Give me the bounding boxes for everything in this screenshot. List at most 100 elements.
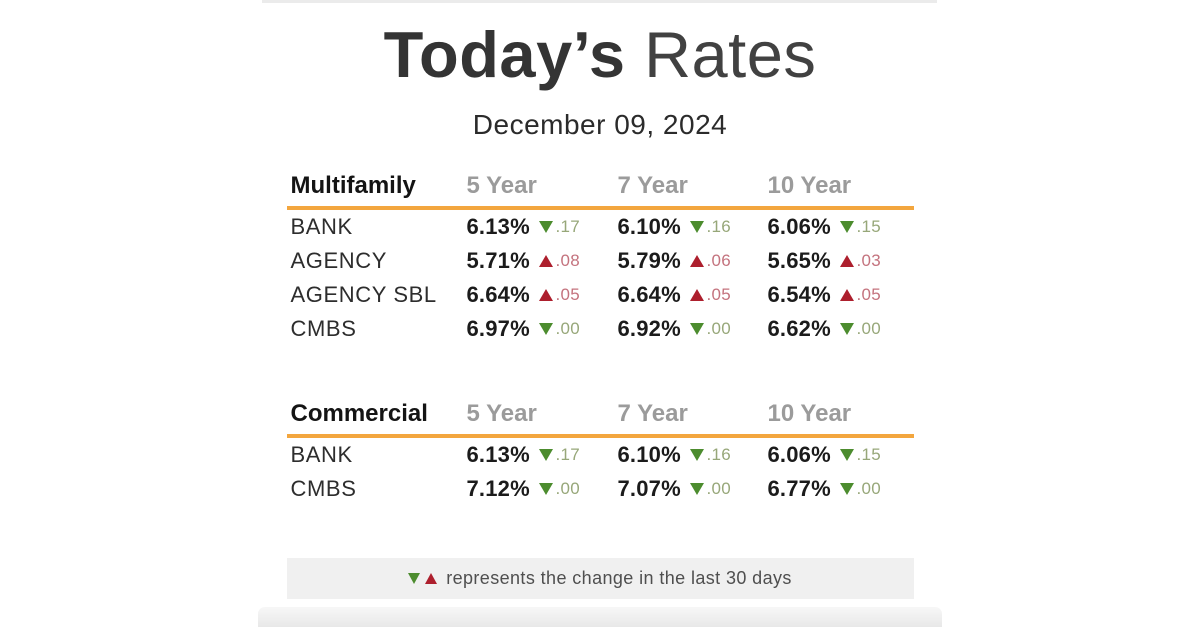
down-arrow-icon	[689, 221, 704, 234]
down-arrow-icon	[839, 323, 854, 336]
rate-value: 7.12%	[466, 476, 530, 502]
down-arrow-icon	[689, 323, 704, 336]
legend-text: represents the change in the last 30 day…	[446, 568, 792, 589]
rates-date: December 09, 2024	[472, 109, 728, 141]
change-value: .16	[706, 445, 732, 465]
rate-value: 6.54%	[767, 282, 831, 308]
rate-cell: 7.12% .00	[467, 476, 618, 502]
bottom-card-edge	[258, 607, 942, 627]
change-value: .00	[555, 479, 581, 499]
table-title: Multifamily	[290, 172, 416, 200]
up-arrow-icon	[839, 289, 854, 302]
up-arrow-icon	[425, 573, 438, 585]
down-arrow-icon	[408, 573, 421, 585]
down-arrow-icon	[538, 221, 553, 234]
rate-cell: 6.97% .00	[467, 316, 618, 342]
table-row: BANK 6.13% .17 6.10% .16 6.06% .15	[287, 210, 914, 244]
change-value: .05	[856, 285, 882, 305]
table-row: CMBS 6.97% .00 6.92% .00 6.62% .00	[287, 312, 914, 346]
change-value: .15	[856, 217, 882, 237]
legend-bar: represents the change in the last 30 day…	[286, 558, 914, 600]
page-title: Today’s Rates	[262, 0, 939, 95]
rate-table-multifamily: Multifamily 5 Year 7 Year 10 Year BANK 6.13%.…	[286, 172, 914, 346]
row-label: BANK	[290, 442, 353, 468]
content-area: Today’s Rates December 09, 2024 Multifam…	[261, 0, 939, 627]
rate-value: 6.97%	[466, 316, 530, 342]
column-header: 10 Year	[767, 172, 852, 200]
up-arrow-icon	[839, 255, 854, 268]
up-arrow-icon	[538, 289, 553, 302]
column-header: 10 Year	[767, 400, 852, 428]
rate-table-commercial: Commercial 5 Year 7 Year 10 Year BANK 6.13% .1…	[286, 400, 914, 506]
rate-value: 7.07%	[617, 476, 681, 502]
rate-value: 6.13%	[466, 214, 530, 240]
rate-value: 6.64%	[466, 282, 530, 308]
rate-value: 6.77%	[767, 476, 831, 502]
table-title: Commercial	[290, 400, 428, 428]
change-value: .03	[856, 251, 882, 271]
rate-cell: 6.92% .00	[618, 316, 768, 342]
up-arrow-icon	[689, 255, 704, 268]
rate-value: 5.71%	[466, 248, 530, 274]
rate-value: 6.10%	[617, 442, 681, 468]
rate-cell: 6.62% .00	[768, 316, 918, 342]
table-row: BANK 6.13% .17 6.10% .16 6.06% .15	[287, 438, 914, 472]
change-value: .17	[555, 445, 581, 465]
change-value: .16	[706, 217, 732, 237]
up-arrow-icon	[689, 289, 704, 302]
rate-value: 6.10%	[617, 214, 681, 240]
change-value: .00	[706, 319, 732, 339]
change-value: .06	[706, 251, 732, 271]
rate-cell: 5.79% .06	[618, 248, 768, 274]
column-header: 7 Year	[617, 172, 688, 200]
change-value: .00	[856, 319, 882, 339]
rate-cell: 6.54% .05	[768, 282, 918, 308]
change-value: .08	[555, 251, 581, 271]
column-header: 5 Year	[466, 400, 537, 428]
table-header: Multifamily 5 Year 7 Year 10 Year	[286, 172, 914, 211]
row-label: CMBS	[290, 476, 357, 502]
down-arrow-icon	[689, 483, 704, 496]
table-header: Commercial 5 Year 7 Year 10 Year	[286, 400, 914, 439]
rate-value: 6.13%	[466, 442, 530, 468]
down-arrow-icon	[839, 449, 854, 462]
change-value: .00	[856, 479, 882, 499]
down-arrow-icon	[839, 221, 854, 234]
rate-cell: 6.77% .00	[768, 476, 918, 502]
change-value: .05	[706, 285, 732, 305]
rate-cell: 6.64% .05	[618, 282, 768, 308]
rate-cell: 7.07% .00	[618, 476, 768, 502]
page-title-rest: Rates	[625, 18, 817, 91]
rate-cell: 6.64% .05	[467, 282, 618, 308]
rate-cell: 6.10% .16	[618, 442, 768, 468]
rate-cell: 6.10% .16	[618, 214, 768, 240]
top-divider	[261, 0, 937, 3]
change-value: .17	[555, 217, 581, 237]
change-value: .05	[555, 285, 581, 305]
down-arrow-icon	[689, 449, 704, 462]
rate-value: 6.06%	[767, 442, 831, 468]
down-arrow-icon	[538, 323, 553, 336]
rate-value: 5.65%	[767, 248, 831, 274]
column-header: 7 Year	[617, 400, 688, 428]
table-row: AGENCY SBL 6.64% .05 6.64% .05 6.54% .05	[287, 278, 914, 312]
rate-cell: 6.06% .15	[768, 214, 918, 240]
column-header: 5 Year	[466, 172, 537, 200]
rate-cell: 6.13% .17	[467, 442, 618, 468]
rate-cell: 6.06% .15	[768, 442, 918, 468]
rate-value: 6.62%	[767, 316, 831, 342]
rate-cell: 6.13% .17	[467, 214, 618, 240]
rate-value: 6.64%	[617, 282, 681, 308]
rate-cell: 5.65% .03	[768, 248, 918, 274]
up-arrow-icon	[538, 255, 553, 268]
down-arrow-icon	[538, 483, 553, 496]
change-value: .00	[555, 319, 581, 339]
down-arrow-icon	[538, 449, 553, 462]
row-label: CMBS	[290, 316, 357, 342]
rate-value: 6.92%	[617, 316, 681, 342]
row-label: AGENCY	[290, 248, 388, 274]
row-label: BANK	[290, 214, 353, 240]
table-row: AGENCY 5.71% .08 5.79% .06 5.65% .03	[287, 244, 914, 278]
rate-value: 5.79%	[617, 248, 681, 274]
